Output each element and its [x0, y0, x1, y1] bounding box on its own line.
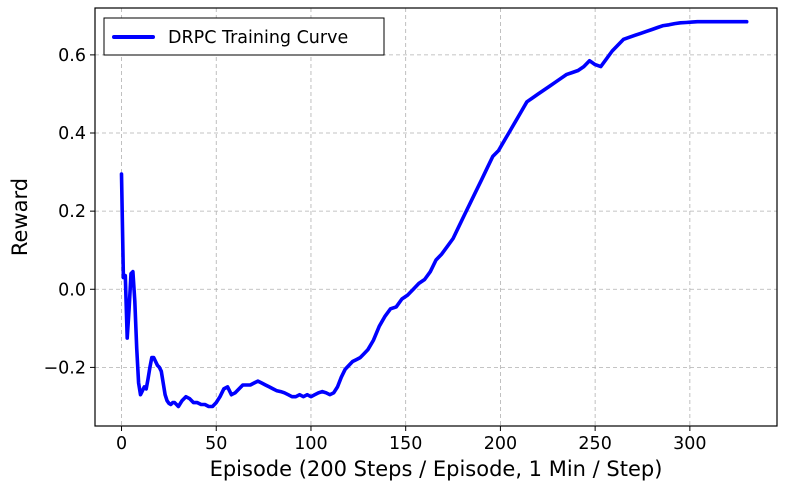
x-tick-label: 300	[673, 434, 706, 454]
x-tick-label: 150	[389, 434, 422, 454]
legend-series-label: DRPC Training Curve	[168, 28, 348, 48]
x-tick-label: 50	[205, 434, 227, 454]
x-tick-label: 250	[578, 434, 611, 454]
series-line	[119, 19, 749, 409]
x-tick-label: 200	[484, 434, 517, 454]
series-layer	[119, 19, 749, 409]
x-axis-label: Episode (200 Steps / Episode, 1 Min / St…	[210, 457, 663, 481]
y-tick-label: 0.4	[58, 124, 86, 144]
y-tick-label: 0.6	[58, 46, 86, 66]
y-axis-label: Reward	[8, 178, 32, 256]
legend: DRPC Training Curve	[103, 17, 385, 56]
y-tick-label: −0.2	[44, 358, 87, 378]
plot-frame	[94, 7, 778, 427]
y-tick-label: 0.0	[58, 280, 86, 300]
y-tick-label: 0.2	[58, 202, 86, 222]
grid-layer	[95, 8, 777, 426]
x-tick-label: 100	[294, 434, 327, 454]
x-tick-label: 0	[116, 434, 127, 454]
tick-layer: 0 50 100 150 200 250 300 −0.2 0.0 0.2 0.4 0.6	[44, 46, 707, 454]
